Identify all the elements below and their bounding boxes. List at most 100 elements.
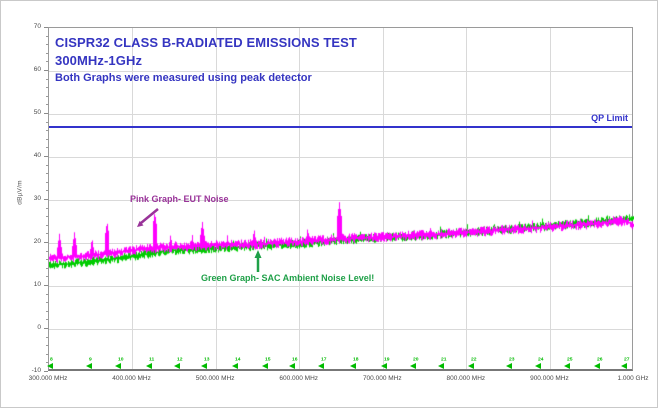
x-tick-label: 300.000 MHz (28, 375, 68, 382)
y-minor-tick (46, 78, 48, 80)
y-minor-tick (46, 224, 48, 226)
y-minor-tick (46, 138, 48, 140)
marker-number: 27 (624, 355, 630, 362)
y-tick-label: 60 (33, 66, 41, 73)
marker-triangle (438, 362, 445, 369)
y-minor-tick (46, 293, 48, 295)
marker-triangle (200, 362, 207, 369)
y-minor-tick (46, 52, 48, 54)
marker-triangle (505, 362, 512, 369)
chart-note: Both Graphs were measured using peak det… (55, 72, 312, 84)
y-axis-title: dBµV/m (16, 180, 24, 205)
trace-canvas (49, 28, 634, 372)
marker-triangle (261, 362, 268, 369)
marker-number: 21 (441, 355, 447, 362)
y-minor-tick (46, 216, 48, 218)
y-minor-tick (46, 233, 48, 235)
marker-triangle (349, 362, 356, 369)
x-tick-label: 600.000 MHz (279, 375, 319, 382)
marker-number: 22 (470, 355, 477, 362)
green-series-annotation: Green Graph- SAC Ambient Noise Level! (201, 273, 375, 283)
marker-triangle (317, 362, 324, 369)
marker-number: 16 (291, 355, 298, 362)
y-minor-tick (46, 319, 48, 321)
y-major-tick (44, 242, 48, 243)
y-major-tick (44, 285, 48, 286)
y-tick-label: 40 (33, 152, 41, 159)
x-tick-label: 800.000 MHz (446, 375, 486, 382)
y-minor-tick (46, 207, 48, 209)
marker-number: 13 (203, 355, 210, 362)
marker-number: 20 (412, 355, 419, 362)
y-minor-tick (46, 181, 48, 183)
marker-triangle (563, 362, 570, 369)
marker-number: 8 (50, 355, 53, 362)
x-tick-label: 500.000 MHz (195, 375, 235, 382)
marker-number: 25 (566, 355, 573, 362)
marker-number: 14 (234, 355, 241, 362)
y-tick-label: 70 (33, 23, 41, 30)
marker-number: 24 (538, 355, 544, 362)
markers-layer: 8 9 10 11 12 13 14 15 16 17 18 19 20 21 22 23 24 25 26 27 (47, 28, 632, 369)
y-minor-tick (46, 121, 48, 123)
title-block: CISPR32 CLASS B-RADIATED EMISSIONS TEST … (55, 34, 357, 86)
y-minor-tick (46, 345, 48, 347)
y-major-tick (44, 371, 48, 372)
y-minor-tick (46, 302, 48, 304)
y-tick-label: -10 (31, 367, 41, 374)
marker-number: 9 (88, 355, 92, 362)
marker-triangle (145, 362, 152, 369)
marker-number: 19 (383, 355, 390, 362)
y-minor-tick (46, 173, 48, 175)
marker-triangle (231, 362, 238, 369)
y-minor-tick (46, 35, 48, 37)
marker-triangle (85, 362, 92, 369)
y-minor-tick (46, 104, 48, 106)
chart-title: CISPR32 CLASS B-RADIATED EMISSIONS TEST (55, 35, 357, 50)
y-minor-tick (46, 130, 48, 132)
marker-number: 11 (148, 355, 155, 362)
x-tick-label: 1.000 GHz (617, 375, 649, 382)
marker-triangle (288, 362, 295, 369)
y-tick-label: 10 (33, 281, 41, 288)
qp-limit-label: QP Limit (591, 112, 628, 123)
marker-triangle (409, 362, 416, 369)
y-major-tick (44, 113, 48, 114)
y-minor-tick (46, 87, 48, 89)
qp-limit-line (49, 125, 632, 128)
y-tick-label: 50 (33, 109, 41, 116)
marker-number: 18 (352, 355, 359, 362)
y-minor-tick (46, 61, 48, 63)
y-minor-tick (46, 353, 48, 355)
marker-number: 23 (508, 355, 515, 362)
chart-subtitle: 300MHz-1GHz (55, 53, 143, 68)
marker-triangle (535, 362, 542, 369)
marker-number: 15 (264, 355, 271, 362)
y-minor-tick (46, 259, 48, 261)
marker-triangle (174, 362, 181, 369)
y-minor-tick (46, 190, 48, 192)
y-minor-tick (46, 276, 48, 278)
x-tick-label: 900.000 MHz (530, 375, 569, 382)
y-minor-tick (46, 336, 48, 338)
marker-number: 26 (596, 355, 603, 362)
x-tick-label: 400.000 MHz (112, 375, 151, 382)
y-major-tick (44, 199, 48, 200)
y-tick-label: 20 (33, 238, 41, 245)
y-major-tick (44, 70, 48, 71)
plot-area: QP Limit CISPR32 CLASS B-RADIATED EMISSI… (47, 27, 634, 372)
marker-triangle (114, 362, 121, 369)
pink-annotation-arrow-icon (137, 208, 159, 227)
y-major-tick (44, 156, 48, 157)
y-tick-label: 0 (37, 324, 41, 331)
marker-triangle (467, 362, 474, 369)
y-major-tick (44, 328, 48, 329)
marker-triangle (621, 362, 628, 369)
pink-series-annotation: Pink Graph- EUT Noise (130, 194, 229, 204)
marker-triangle (380, 362, 387, 369)
marker-number: 10 (117, 355, 124, 362)
y-minor-tick (46, 267, 48, 269)
marker-triangle (593, 362, 600, 369)
x-tick-label: 700.000 MHz (362, 375, 402, 382)
